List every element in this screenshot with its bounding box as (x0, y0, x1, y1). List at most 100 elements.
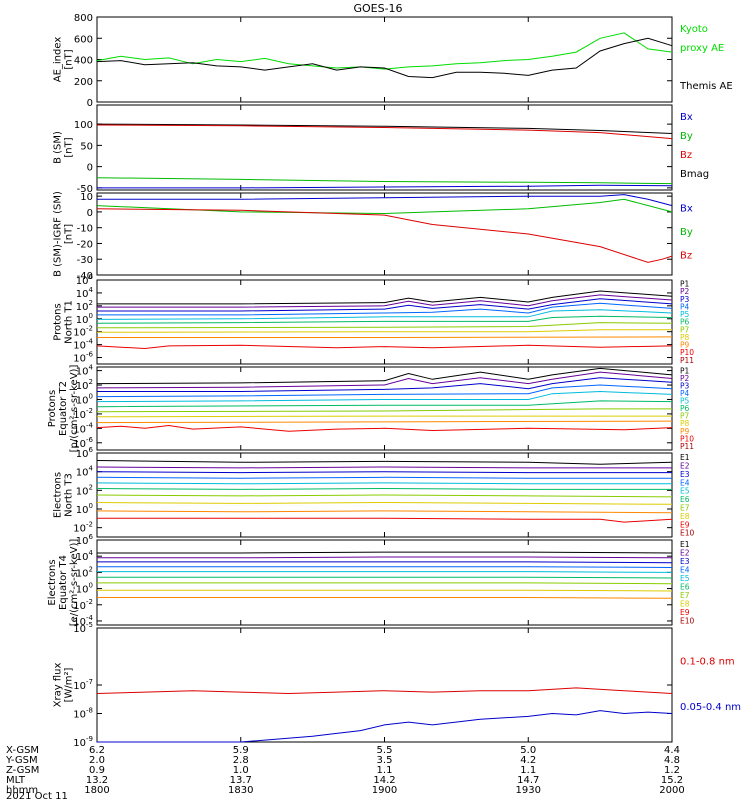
x-row-value: 1830 (228, 785, 253, 796)
legend-item: E10 (680, 529, 695, 538)
legend-item: E5 (680, 487, 690, 496)
y-tick-label: 102 (76, 378, 93, 392)
legend-item: P8 (680, 333, 690, 342)
x-row-value: 5.0 (520, 745, 536, 756)
y-tick-label: 100 (76, 312, 93, 326)
series-line-p7 (96, 322, 673, 329)
y-tick-label: 102 (76, 483, 93, 497)
series-line-p3 (97, 298, 673, 312)
panel-e_t4: 106 104 102 100 10-2 10-4 Electrons Equator T4[… (47, 533, 695, 628)
legend-item: P7 (680, 325, 690, 334)
legend-item: Themis AE (679, 81, 733, 92)
y-axis-label: North T3 (64, 473, 75, 517)
series-line-p9 (96, 420, 673, 424)
legend-item: E10 (680, 617, 695, 626)
y-axis-label: Xray flux (53, 663, 64, 708)
y-tick-label: 106 (76, 273, 94, 287)
x-row-value: 1800 (84, 785, 109, 796)
y-axis-label: B (SM)-IGRF (SM) (53, 191, 64, 277)
legend-item: P5 (680, 397, 690, 406)
x-row-value: 13.7 (230, 775, 252, 786)
y-tick-label: 100 (76, 502, 93, 516)
panel-frame (96, 192, 673, 276)
legend-item: E8 (680, 512, 690, 521)
y-axis-label: [nT] (64, 137, 75, 157)
legend-item: proxy AE (680, 43, 724, 54)
x-row-value: 3.5 (377, 755, 393, 766)
legend-item: E7 (680, 504, 690, 513)
series-line-p7 (96, 408, 672, 413)
y-tick-label: 0 (87, 208, 93, 219)
series-line-0-1-0-8-nm (96, 687, 673, 695)
series-line-p3 (97, 377, 673, 392)
y-axis-label: [nT] (64, 49, 75, 69)
x-row-label: X-GSM (6, 745, 39, 756)
x-row-value: 5.9 (233, 745, 249, 756)
series-line-bx (97, 184, 673, 189)
legend-item: E9 (680, 520, 690, 529)
legend-item: E2 (680, 462, 690, 471)
y-tick-label: 10-2 (73, 407, 93, 421)
series-line-e4 (96, 476, 672, 479)
series-line-e7 (96, 494, 673, 498)
legend-item: Bx (680, 204, 693, 215)
legend-item: P6 (680, 318, 690, 327)
x-row-value: 5.5 (377, 745, 393, 756)
series-line-e2 (97, 556, 673, 559)
series-line-e8 (97, 589, 673, 592)
x-row-value: 4.2 (520, 755, 536, 766)
series-line-p9 (97, 336, 673, 338)
series-line-p2 (96, 371, 673, 389)
y-tick-label: 10 (80, 192, 93, 203)
series-line-e9 (97, 597, 673, 599)
legend-item: E4 (680, 566, 690, 575)
series-line-0-05-0-4-nm (97, 710, 673, 743)
series-line-themis-ae (96, 37, 673, 79)
y-tick-label: -40 (77, 271, 93, 282)
y-tick-label: 104 (76, 549, 94, 563)
x-row-value: 1.2 (664, 765, 680, 776)
legend-item: P2 (680, 374, 690, 383)
x-axis-table: X-GSM 6.2 5.9 5.5 5.0 4.4 Y-GSM 2.0 2.8 3.5 4.2 4.8… (5, 745, 685, 800)
y-tick-label: 104 (76, 465, 94, 479)
panel-xray: 10-5 10-7 10-8 10-9 Xray flux [W/m²] 0.1-0.8 n… (53, 621, 742, 749)
y-tick-label: 400 (74, 56, 93, 67)
y-axis-label: North T1 (64, 300, 75, 344)
y-axis-label: [nT] (64, 224, 75, 244)
y-tick-label: 10-4 (73, 338, 93, 352)
legend-item: E6 (680, 583, 690, 592)
series-line-e5 (97, 571, 673, 573)
series-line-e4 (97, 566, 673, 568)
legend-item: E3 (680, 557, 690, 566)
x-row-value: 0.9 (89, 765, 105, 776)
series-line-p5 (96, 390, 673, 403)
series-line-p6 (96, 315, 673, 324)
series-line-p10 (96, 424, 673, 432)
legend-item: P8 (680, 419, 690, 428)
series-line-e7 (97, 582, 673, 585)
y-tick-label: 10-4 (73, 421, 93, 435)
y-tick-label: 10-2 (73, 598, 93, 612)
y-tick-label: 100 (76, 582, 93, 596)
x-row-label: Z-GSM (6, 765, 39, 776)
x-row-value: 2.0 (89, 755, 105, 766)
y-tick-label: -50 (77, 184, 93, 195)
y-tick-label: 0 (87, 98, 93, 109)
legend-item: E1 (680, 540, 690, 549)
series-line-e2 (96, 466, 672, 469)
series-line-p5 (96, 309, 673, 320)
legend-item: P10 (680, 434, 694, 443)
legend-item: Bmag (680, 169, 709, 180)
x-row-value: 1.1 (377, 765, 393, 776)
x-row-value: 13.2 (86, 775, 108, 786)
legend-item: P3 (680, 382, 690, 391)
y-tick-label: 10-7 (73, 678, 93, 692)
legend-item: P1 (680, 279, 690, 288)
legend-item: E5 (680, 574, 690, 583)
y-axis-label: Electrons (53, 472, 64, 518)
legend-item: E1 (680, 453, 690, 462)
y-tick-label: 10-2 (73, 325, 93, 339)
